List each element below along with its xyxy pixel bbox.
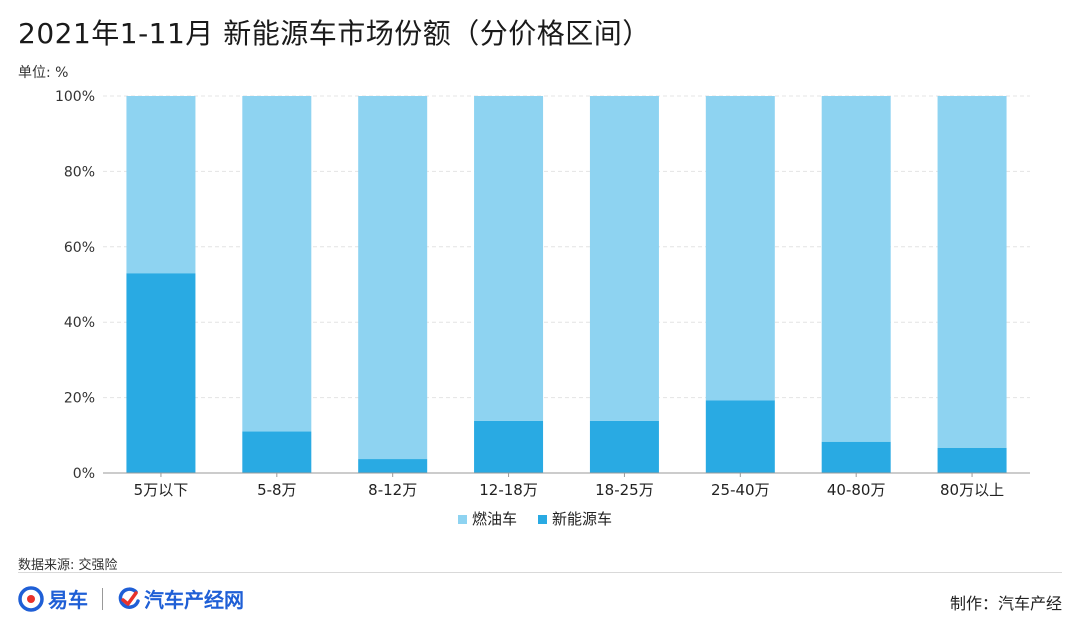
yiche-name: 易车 [48, 588, 88, 612]
bar-nev [474, 420, 544, 473]
chart-area: 0% 20% 40% 60% 80% 100% 5万以下 5-8万 8-12万 12-18万 18-… [0, 80, 1080, 550]
yiche-logo: 易车 [18, 584, 88, 613]
bar-fuel [358, 96, 428, 460]
x-tick-label: 40-80万 [827, 481, 886, 499]
bar-fuel [705, 96, 775, 401]
bar-nev [821, 441, 891, 473]
legend-swatch-nev [538, 515, 547, 524]
legend-swatch-fuel [458, 515, 467, 524]
data-source: 数据来源: 交强险 [18, 558, 118, 573]
legend: 燃油车 新能源车 [458, 510, 612, 528]
chart-title: 2021年1-11月 新能源车市场份额（分价格区间） [18, 17, 651, 50]
x-tick-label: 12-18万 [479, 481, 538, 499]
y-tick-label: 40% [64, 315, 95, 331]
footer-divider [18, 572, 1062, 573]
x-tick-label: 25-40万 [711, 481, 770, 499]
legend-label-nev: 新能源车 [552, 510, 612, 528]
qccjw-name: 汽车产经网 [144, 588, 244, 612]
axes: 0% 20% 40% 60% 80% 100% 5万以下 5-8万 8-12万 12-18万 18-… [55, 89, 1030, 499]
legend-label-fuel: 燃油车 [472, 510, 517, 528]
x-tick-label: 80万以上 [940, 481, 1004, 499]
x-tick-label: 18-25万 [595, 481, 654, 499]
qccjw-icon [118, 586, 140, 609]
bar-nev [358, 459, 428, 473]
bar-fuel [126, 96, 196, 274]
x-tick-label: 8-12万 [368, 481, 417, 499]
grid-lines [103, 95, 1030, 399]
y-tick-label: 80% [64, 164, 95, 180]
x-tick-label: 5万以下 [134, 481, 189, 499]
y-tick-label: 0% [73, 466, 95, 482]
bar-fuel [937, 96, 1007, 448]
bar-nev [589, 420, 659, 473]
x-tick-label: 5-8万 [257, 481, 297, 499]
bars [126, 96, 1007, 473]
bar-fuel [474, 96, 544, 421]
unit-label: 单位: % [18, 65, 69, 81]
credit-label: 制作：汽车产经 [949, 594, 1062, 613]
y-tick-label: 20% [64, 391, 95, 407]
bar-fuel [589, 96, 659, 421]
bar-nev [242, 431, 312, 473]
bar-nev [126, 273, 196, 473]
qccjw-logo: 汽车产经网 [117, 584, 244, 613]
bar-nev [937, 447, 1007, 473]
stacked-bar-chart: 0% 20% 40% 60% 80% 100% 5万以下 5-8万 8-12万 12-18万 18-… [55, 89, 1030, 528]
y-tick-label: 60% [64, 240, 95, 256]
y-tick-label: 100% [55, 89, 95, 105]
bar-nev [705, 400, 775, 473]
yiche-icon [18, 585, 44, 612]
brand-logos: 易车 汽车产经网 [18, 584, 244, 613]
bar-fuel [242, 96, 312, 432]
bar-fuel [821, 96, 891, 442]
brand-separator [102, 587, 103, 610]
